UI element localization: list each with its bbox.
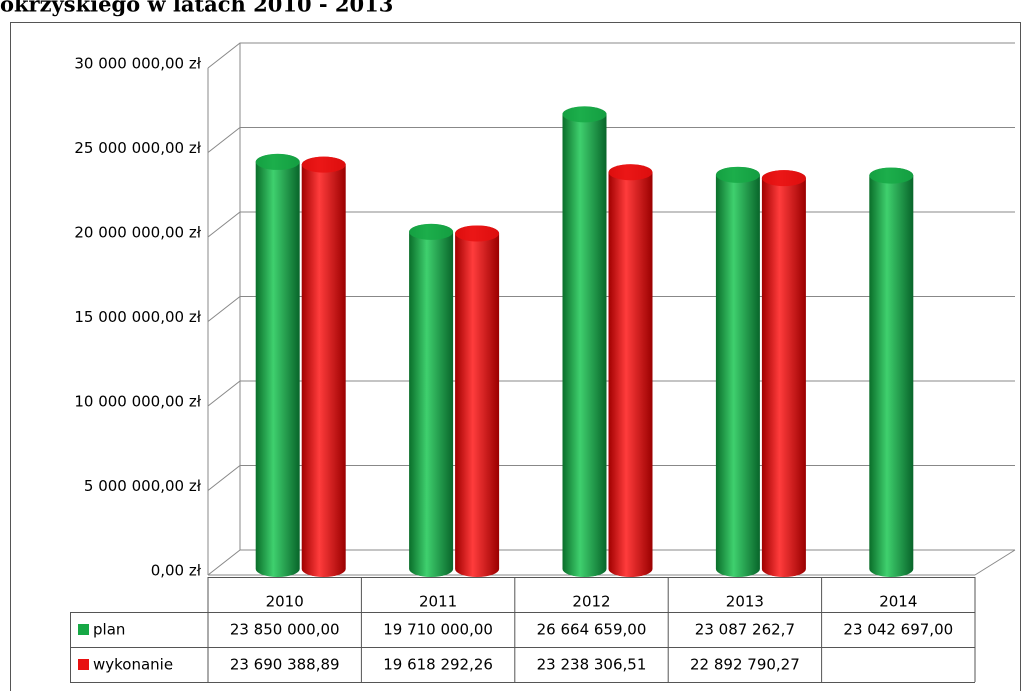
x-tick-label: 2012 — [572, 593, 610, 611]
x-tick-label: 2014 — [879, 593, 917, 611]
legend-swatch — [78, 624, 89, 635]
bar — [255, 153, 300, 577]
bar-cap — [869, 167, 914, 184]
table-value: 23 087 262,7 — [695, 621, 795, 639]
y-tick-label: 30 000 000,00 zł — [74, 55, 201, 73]
table-value: 23 690 388,89 — [230, 656, 340, 674]
legend-label: wykonanie — [93, 656, 173, 674]
table-value: 23 850 000,00 — [230, 621, 340, 639]
bar-cap — [761, 170, 806, 187]
bar-cap — [455, 225, 500, 242]
y-tick-label: 20 000 000,00 zł — [74, 224, 201, 242]
y-tick-label: 5 000 000,00 zł — [84, 477, 202, 495]
y-tick-label: 0,00 zł — [151, 562, 202, 580]
chart-frame — [10, 22, 1021, 691]
table-value: 19 710 000,00 — [383, 621, 493, 639]
bar — [608, 164, 653, 577]
bar-cap — [715, 166, 760, 183]
grid-line — [207, 42, 1015, 69]
bar — [409, 223, 454, 577]
table-value: 22 892 790,27 — [690, 656, 800, 674]
bar — [455, 225, 500, 577]
legend-swatch — [78, 659, 89, 670]
grid-line — [207, 127, 1015, 153]
bar-cap — [255, 153, 300, 170]
x-tick-label: 2010 — [266, 593, 304, 611]
chart-title: okrzyskiego w latach 2010 - 2013 — [0, 0, 393, 17]
table-value: 19 618 292,26 — [383, 656, 493, 674]
bar — [869, 167, 914, 577]
table-value: 23 042 697,00 — [843, 621, 953, 639]
bar-cap — [562, 106, 607, 123]
table-value: 23 238 306,51 — [537, 656, 647, 674]
bar — [301, 156, 346, 577]
y-tick-label: 15 000 000,00 zł — [74, 308, 201, 326]
table-value: 26 664 659,00 — [537, 621, 647, 639]
bar — [562, 106, 607, 578]
floor-edge — [974, 549, 1016, 576]
bar — [761, 170, 806, 577]
y-tick-label: 25 000 000,00 zł — [74, 139, 201, 157]
x-tick-label: 2011 — [419, 593, 457, 611]
bar-cap — [409, 223, 454, 240]
bar — [715, 166, 760, 577]
y-tick-label: 10 000 000,00 zł — [74, 393, 201, 411]
bar-cap — [301, 156, 346, 173]
x-tick-label: 2013 — [726, 593, 764, 611]
bar-cap — [608, 164, 653, 181]
legend-label: plan — [93, 621, 125, 639]
